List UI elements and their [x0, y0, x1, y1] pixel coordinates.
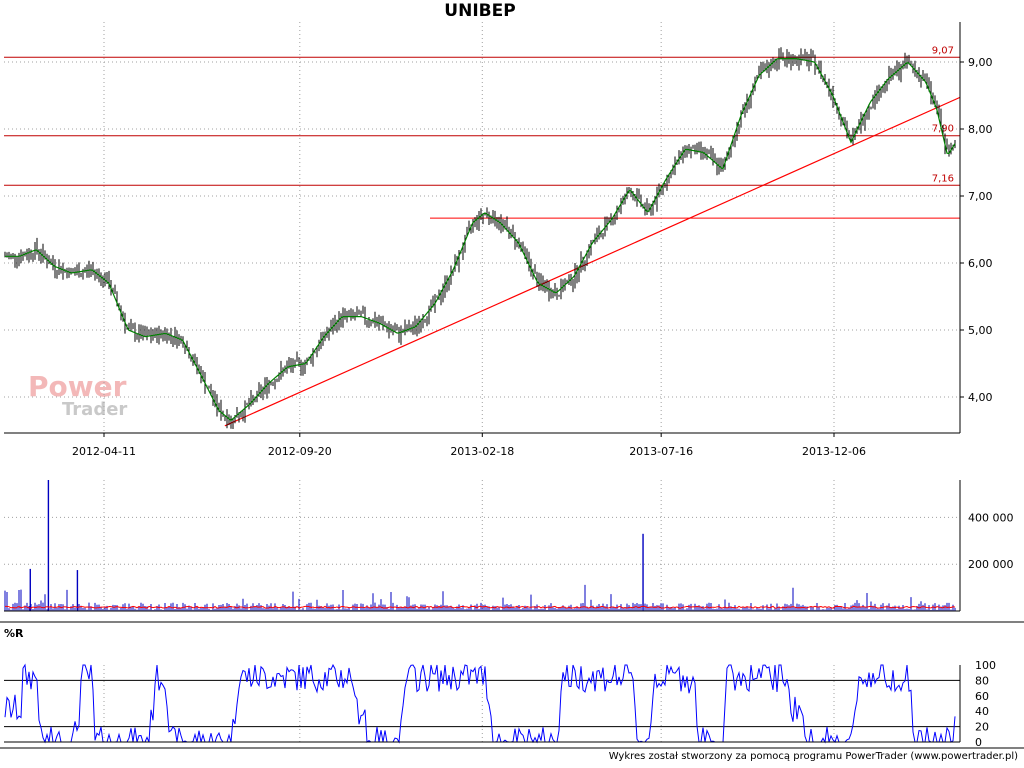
axes: 2012-04-11 2012-09-20 2013-02-18 2013-07-16…: [0, 22, 1024, 749]
level-label: 9,07: [932, 45, 954, 56]
volume-y-tick-label: 200 000: [968, 558, 1014, 571]
x-tick-label: 2012-09-20: [268, 445, 332, 458]
volume-panel: [4, 480, 956, 611]
volume-y-tick-label: 400 000: [968, 511, 1014, 524]
williams-r-label: %R: [4, 627, 24, 640]
williams-r-panel: %R: [4, 627, 960, 744]
y-tick-label: 4,00: [968, 391, 993, 404]
y-tick-label: 5,00: [968, 324, 993, 337]
williams-y-tick-label: 60: [975, 690, 989, 703]
williams-y-tick-label: 100: [975, 659, 996, 672]
y-tick-label: 7,00: [968, 190, 993, 203]
williams-y-tick-label: 80: [975, 674, 989, 687]
williams-r-line: [4, 663, 956, 744]
grid: [4, 22, 960, 742]
y-tick-label: 9,00: [968, 56, 993, 69]
y-tick-label: 6,00: [968, 257, 993, 270]
level-label: 7,16: [932, 173, 954, 184]
x-tick-label: 2013-07-16: [629, 445, 693, 458]
volume-average-line: [4, 605, 956, 609]
williams-y-tick-label: 40: [975, 705, 989, 718]
footer-credit: Wykres został stworzony za pomocą progra…: [608, 751, 1018, 762]
price-panel: 9,077,907,16: [4, 45, 960, 430]
chart-title: UNIBEP: [444, 1, 516, 21]
trend-line: [224, 96, 960, 427]
williams-y-tick-label: 20: [975, 721, 989, 734]
x-tick-label: 2013-02-18: [450, 445, 514, 458]
y-tick-label: 8,00: [968, 123, 993, 136]
williams-y-tick-label: 0: [975, 736, 982, 749]
watermark-trader: Trader: [62, 399, 127, 420]
moving-average-line: [5, 58, 956, 422]
x-tick-label: 2012-04-11: [72, 445, 136, 458]
x-tick-label: 2013-12-06: [802, 445, 866, 458]
